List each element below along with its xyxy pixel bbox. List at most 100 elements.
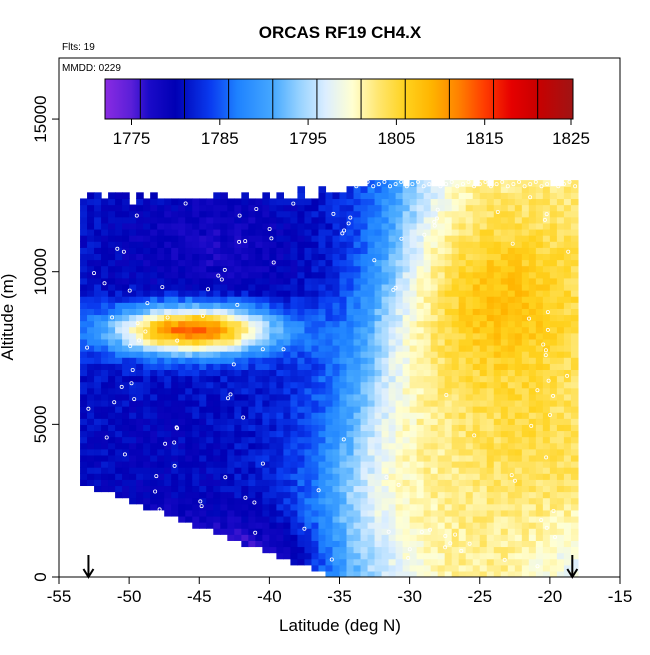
heatmap-cell xyxy=(514,424,523,432)
heatmap-cell xyxy=(94,247,102,254)
heatmap-cell xyxy=(143,399,151,407)
sample-point xyxy=(415,179,420,184)
heatmap-cell xyxy=(409,210,418,218)
heatmap-cell xyxy=(451,528,460,535)
heatmap-cell xyxy=(507,344,516,352)
heatmap-cell xyxy=(269,430,277,438)
heatmap-cell xyxy=(220,222,228,230)
heatmap-cell xyxy=(87,222,95,230)
heatmap-cell xyxy=(262,210,270,218)
heatmap-cell xyxy=(437,344,446,352)
heatmap-cell xyxy=(493,424,502,432)
heatmap-cell xyxy=(80,357,88,364)
heatmap-cell xyxy=(241,320,249,328)
heatmap-cell xyxy=(87,357,95,364)
heatmap-cell xyxy=(493,265,502,273)
heatmap-cell xyxy=(164,235,172,242)
heatmap-cell xyxy=(493,320,502,328)
heatmap-cell xyxy=(451,314,460,322)
heatmap-cell xyxy=(437,387,446,395)
heatmap-cell xyxy=(514,522,523,529)
heatmap-cell xyxy=(234,528,242,535)
heatmap-cell xyxy=(87,412,95,419)
heatmap-cell xyxy=(535,204,544,212)
heatmap-cell xyxy=(122,406,130,413)
heatmap-cell xyxy=(367,424,376,432)
heatmap-cell xyxy=(430,491,439,499)
heatmap-cell xyxy=(493,473,502,480)
heatmap-cell xyxy=(430,308,439,316)
heatmap-cell xyxy=(535,436,544,444)
heatmap-cell xyxy=(101,216,109,224)
heatmap-cell xyxy=(171,479,179,487)
heatmap-cell xyxy=(542,497,551,505)
heatmap-cell xyxy=(360,442,369,450)
heatmap-cell xyxy=(528,247,537,254)
heatmap-cell xyxy=(332,448,341,456)
heatmap-cell xyxy=(493,485,502,493)
heatmap-cell xyxy=(570,235,579,242)
heatmap-cell xyxy=(220,436,228,444)
heatmap-cell xyxy=(542,412,551,419)
heatmap-cell xyxy=(507,216,516,224)
heatmap-cell xyxy=(234,302,242,309)
heatmap-cell xyxy=(465,570,474,577)
heatmap-cell xyxy=(451,467,460,474)
heatmap-cell xyxy=(269,259,277,267)
heatmap-cell xyxy=(269,369,277,377)
heatmap-cell xyxy=(185,503,193,511)
heatmap-cell xyxy=(255,503,263,511)
heatmap-cell xyxy=(570,491,579,499)
heatmap-cell xyxy=(346,442,355,450)
heatmap-cell xyxy=(444,216,453,224)
heatmap-cell xyxy=(381,418,390,425)
sample-point xyxy=(444,182,449,187)
heatmap-cell xyxy=(570,528,579,535)
heatmap-cell xyxy=(290,528,299,535)
heatmap-cell xyxy=(423,308,432,316)
sample-point xyxy=(348,179,353,184)
heatmap-cell xyxy=(304,204,313,212)
heatmap-cell xyxy=(94,296,102,303)
heatmap-cell xyxy=(108,436,116,444)
heatmap-cell xyxy=(178,241,186,248)
heatmap-cell xyxy=(472,253,481,261)
heatmap-cell xyxy=(248,528,256,535)
heatmap-cell xyxy=(199,454,207,462)
heatmap-cell xyxy=(549,222,558,230)
heatmap-cell xyxy=(94,448,102,456)
heatmap-cell xyxy=(304,491,313,499)
heatmap-cell xyxy=(311,338,320,346)
heatmap-cell xyxy=(521,265,530,273)
heatmap-cell xyxy=(423,271,432,279)
heatmap-cell xyxy=(325,473,334,480)
heatmap-cell xyxy=(290,375,299,383)
heatmap-cell xyxy=(437,509,446,517)
heatmap-cell xyxy=(409,528,418,535)
heatmap-cell xyxy=(332,497,341,505)
heatmap-cell xyxy=(367,442,376,450)
heatmap-cell xyxy=(311,460,320,468)
heatmap-cell xyxy=(458,204,467,212)
heatmap-cell xyxy=(143,228,151,236)
heatmap-cell xyxy=(388,412,397,419)
heatmap-cell xyxy=(318,546,327,554)
heatmap-cell xyxy=(388,393,397,401)
heatmap-cell xyxy=(514,241,523,248)
heatmap-cell xyxy=(199,375,207,383)
heatmap-cell xyxy=(465,277,474,285)
arrow-down-icon xyxy=(82,555,95,579)
heatmap-cell xyxy=(122,204,130,212)
heatmap-cell xyxy=(367,180,376,187)
heatmap-cell xyxy=(108,314,116,322)
heatmap-cell xyxy=(542,540,551,548)
heatmap-cell xyxy=(332,399,341,407)
heatmap-cell xyxy=(339,326,348,334)
heatmap-cell xyxy=(290,503,299,511)
heatmap-cell xyxy=(290,540,299,548)
heatmap-cell xyxy=(115,332,123,340)
heatmap-cell xyxy=(276,283,284,291)
heatmap-cell xyxy=(549,503,558,511)
heatmap-cell xyxy=(416,564,425,572)
heatmap-cell xyxy=(500,448,509,456)
